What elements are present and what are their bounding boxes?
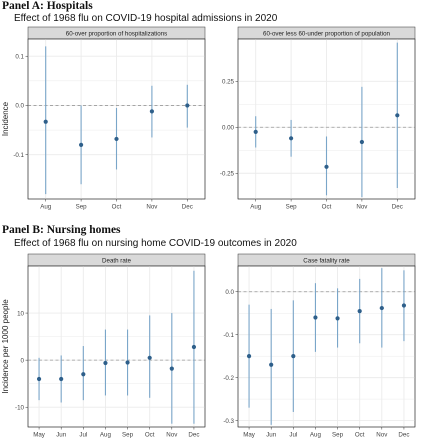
y-tick-label: -0.2: [223, 375, 234, 382]
x-tick-label: Dec: [188, 432, 199, 439]
x-tick-label: Oct: [112, 204, 122, 211]
point-estimate: [185, 103, 190, 108]
point-estimate: [289, 136, 294, 141]
panel-a-heading: Panel A: Hospitals: [2, 0, 93, 12]
point-estimate: [125, 360, 130, 365]
x-tick-label: Nov: [166, 432, 178, 439]
x-tick-label: Dec: [182, 204, 193, 211]
plot-area: [237, 265, 416, 428]
plot-area: [27, 265, 206, 428]
y-tick-label: 10: [17, 310, 24, 317]
x-tick-label: Sep: [76, 204, 88, 211]
point-estimate: [79, 142, 84, 147]
x-tick-label: Aug: [100, 432, 112, 439]
plot-border: [27, 38, 206, 200]
x-tick-label: Aug: [40, 204, 52, 211]
plot-border: [237, 265, 416, 428]
y-tick-label: 0.1: [15, 53, 24, 60]
y-tick-label: 0.25: [222, 78, 235, 85]
x-tick-label: Dec: [398, 432, 409, 439]
x-tick-label: Dec: [392, 204, 403, 211]
y-tick-label: -0.3: [223, 418, 234, 425]
y-tick-label: -0.1: [13, 152, 24, 159]
point-estimate: [269, 362, 274, 367]
y-tick-label: 0.0: [225, 289, 234, 296]
facet-population-difference: 60-over less 60-under proportion of popu…: [220, 26, 416, 211]
point-estimate: [103, 360, 108, 366]
panel-a-title: Effect of 1968 flu on COVID-19 hospital …: [14, 13, 278, 24]
x-tick-label: Jul: [289, 432, 297, 439]
facet-death-rate: Death rate 10 0 -10 May Jun Jul Aug Sep Oct Nov Dec: [15, 253, 206, 439]
point-estimate: [359, 139, 364, 145]
x-tick-label: Nov: [146, 204, 158, 211]
y-tick-label: -0.1: [223, 332, 234, 339]
point-estimate: [313, 315, 318, 320]
facet-case-fatality-rate: Case fatality rate 0.0 -0.1 -0.2 -0.3 May Jun J…: [223, 253, 416, 439]
x-tick-label: Aug: [250, 204, 262, 211]
x-tick-label: May: [243, 432, 256, 439]
x-tick-label: Jun: [56, 432, 67, 439]
point-estimate: [395, 113, 400, 118]
x-tick-label: Jul: [79, 432, 87, 439]
y-tick-label: -10: [15, 404, 25, 411]
point-estimate: [357, 308, 362, 314]
facet-strip-label: 60-over proportion of hospitalizations: [66, 31, 167, 38]
point-estimate: [253, 129, 258, 134]
point-estimate: [149, 109, 154, 114]
point-estimate: [246, 354, 252, 359]
y-tick-label: 0: [21, 357, 25, 364]
point-estimate: [324, 164, 329, 169]
point-estimate: [114, 136, 119, 142]
point-estimate: [43, 119, 48, 124]
panel-a-y-axis-label: Incidence: [1, 101, 10, 136]
y-tick-label: -0.25: [220, 170, 235, 177]
x-tick-label: Sep: [332, 432, 344, 439]
x-tick-label: Jun: [266, 432, 277, 439]
point-estimate: [291, 354, 296, 359]
x-tick-label: Oct: [322, 204, 332, 211]
facet-strip-label: Case fatality rate: [303, 258, 350, 265]
x-tick-label: Oct: [145, 432, 155, 439]
plot-border: [27, 265, 206, 428]
point-estimate: [379, 305, 384, 311]
y-tick-label: 0.00: [222, 124, 235, 131]
x-tick-label: Aug: [310, 432, 322, 439]
point-estimate: [169, 366, 174, 371]
point-estimate: [147, 355, 152, 360]
x-tick-label: Sep: [286, 204, 298, 211]
panel-b-heading: Panel B: Nursing homes: [2, 224, 121, 236]
facet-strip-label: Death rate: [102, 258, 131, 265]
facet-hospitalizations: 60-over proportion of hospitalizations 0.…: [13, 26, 206, 211]
point-estimate: [81, 372, 86, 377]
panel-b-y-axis-label: Incidence per 1000 people: [1, 299, 10, 394]
x-tick-label: May: [33, 432, 46, 439]
facet-strip-label: 60-over less 60-under proportion of popu…: [263, 31, 390, 38]
point-estimate: [401, 303, 407, 308]
plot-border: [237, 38, 416, 200]
x-tick-label: Nov: [376, 432, 388, 439]
y-tick-label: 0.0: [15, 103, 24, 110]
x-tick-label: Oct: [355, 432, 365, 439]
point-estimate: [59, 376, 64, 382]
point-estimate: [191, 344, 197, 350]
point-estimate: [335, 316, 340, 321]
x-tick-label: Nov: [356, 204, 368, 211]
panel-b-title: Effect of 1968 flu on nursing home COVID…: [14, 238, 297, 249]
point-estimate: [36, 376, 42, 382]
x-tick-label: Sep: [122, 432, 134, 439]
